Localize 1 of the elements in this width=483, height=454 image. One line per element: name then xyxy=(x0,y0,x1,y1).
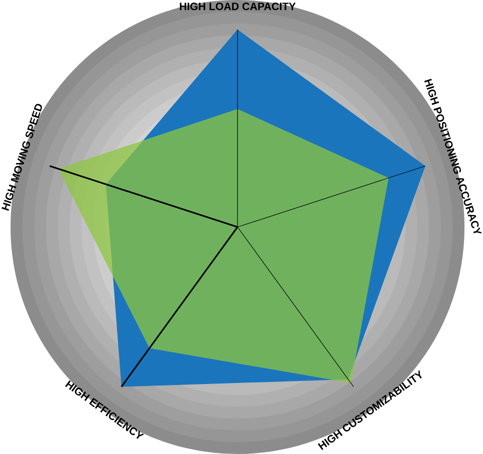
spoke-label: HIGH LOAD CAPACITY xyxy=(180,2,296,10)
